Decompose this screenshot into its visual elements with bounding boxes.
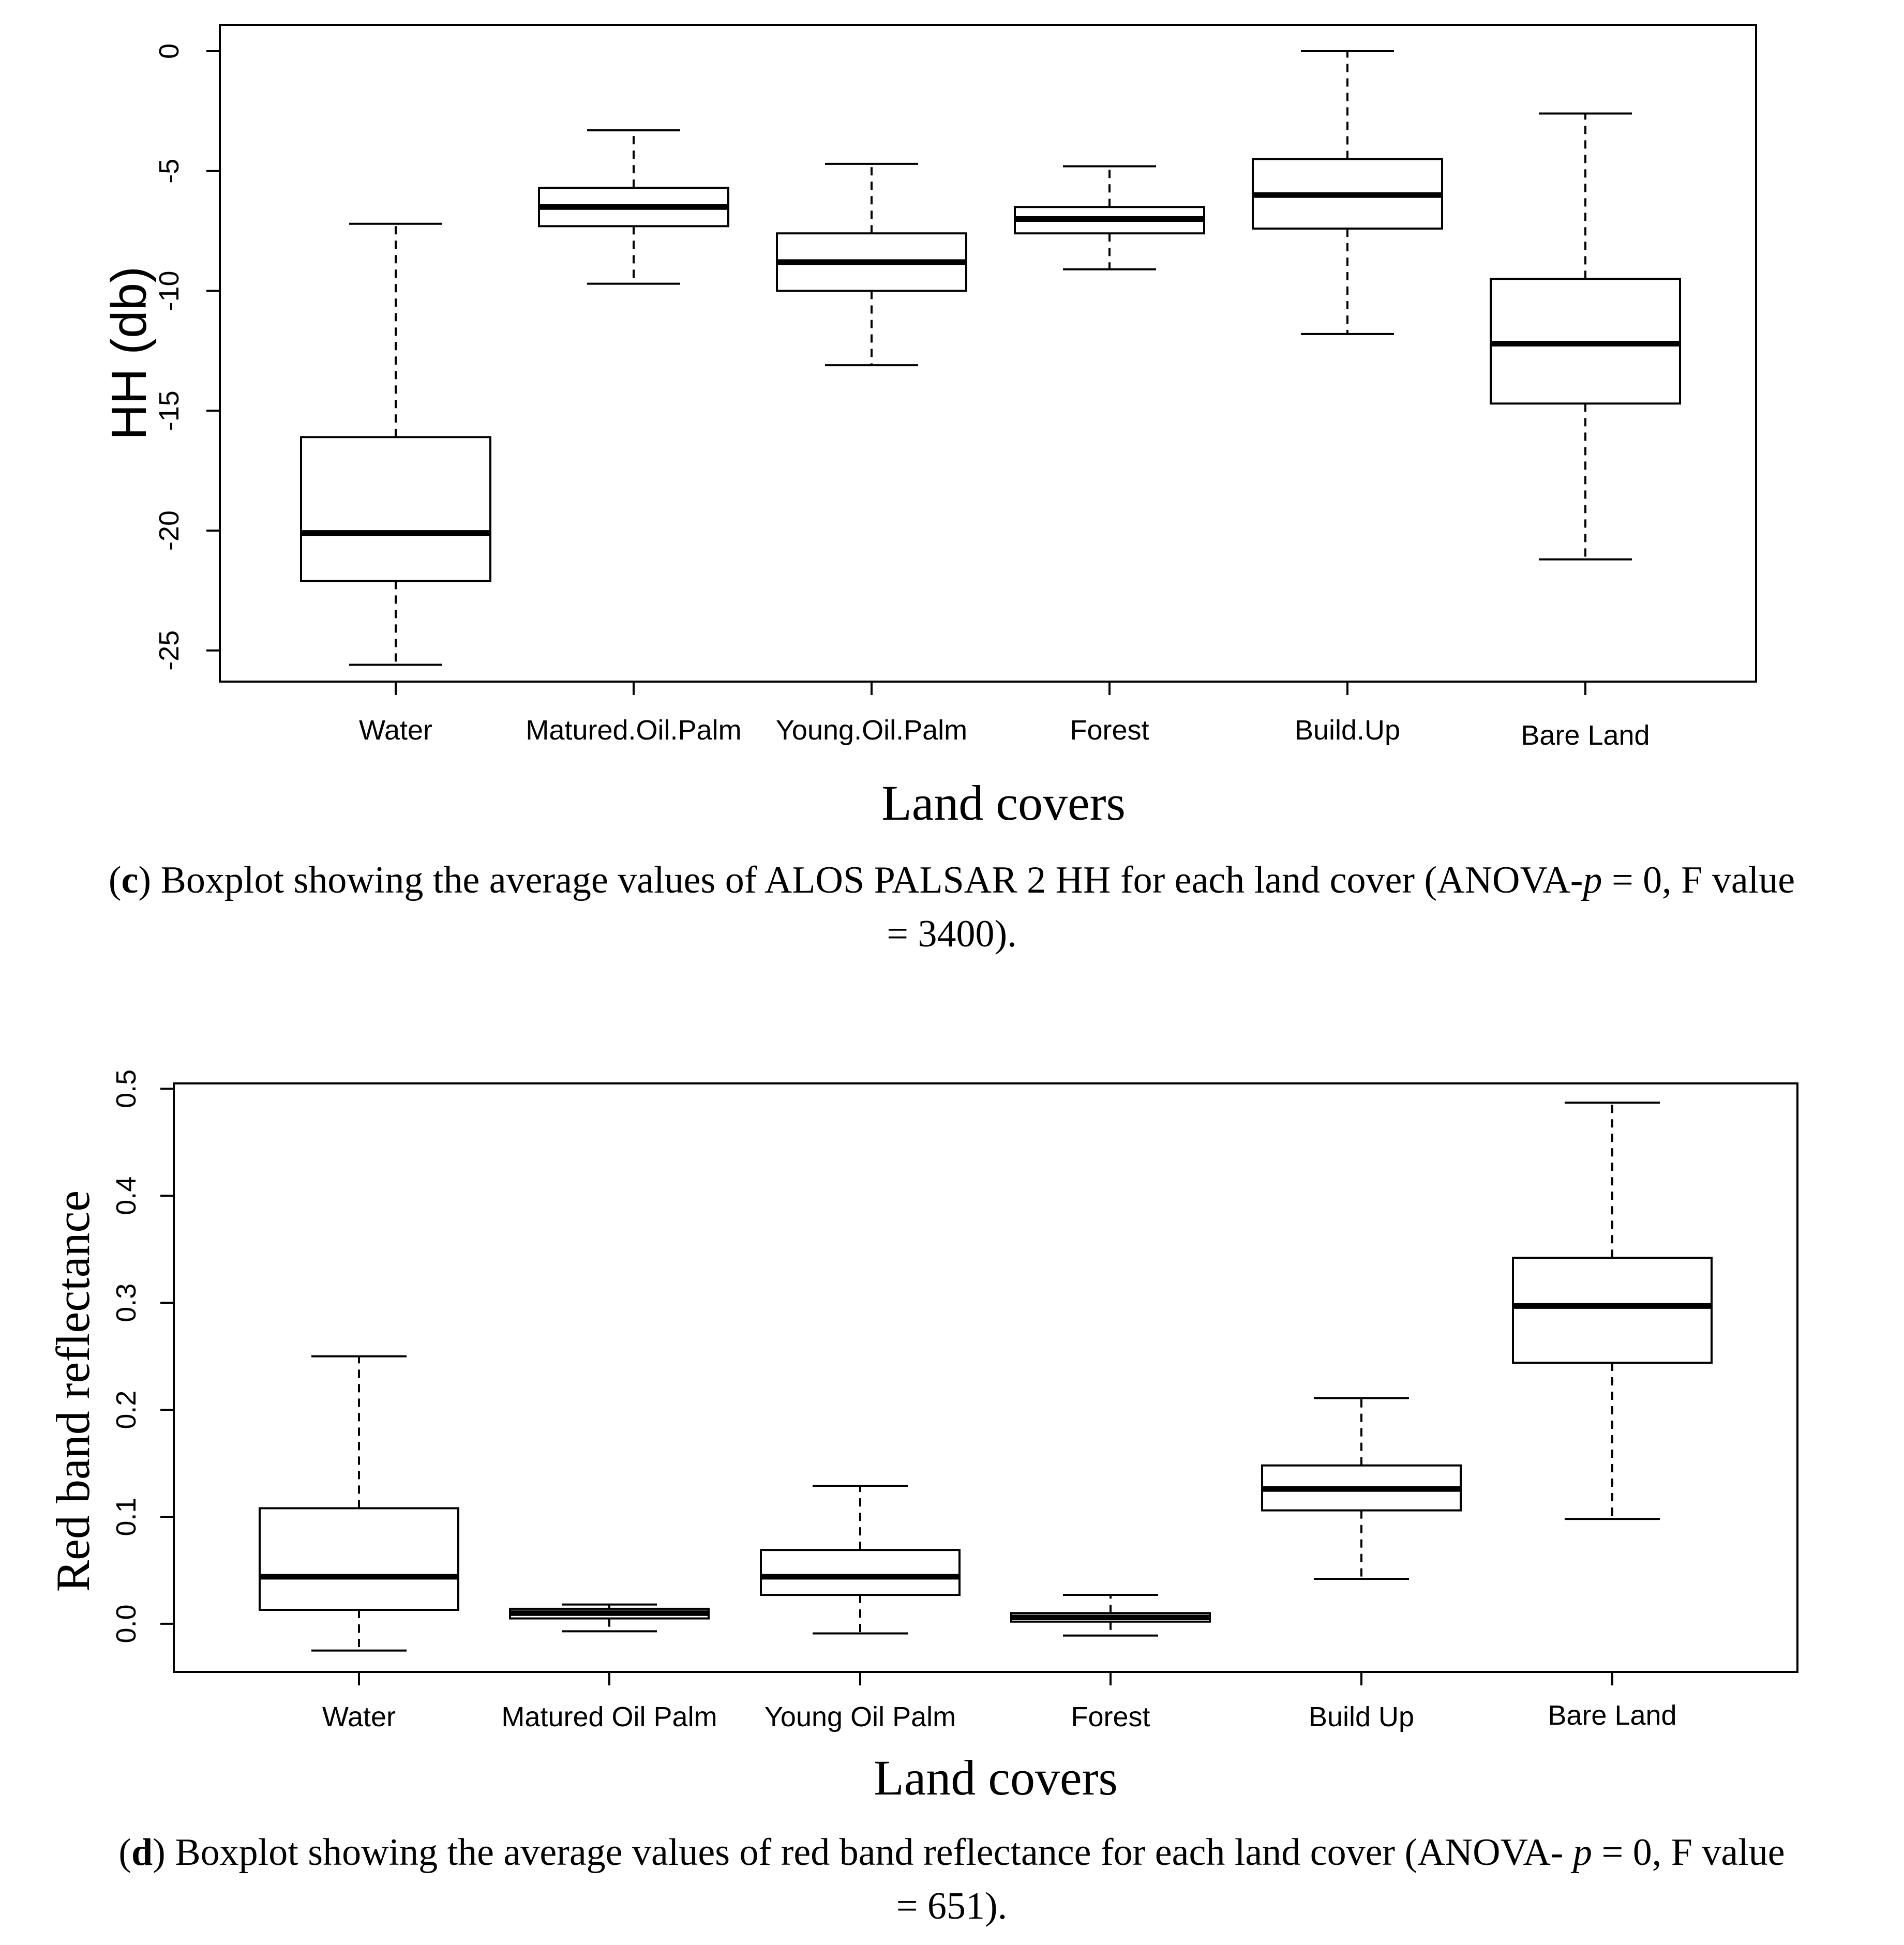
x-category-label: Matured.Oil.Palm bbox=[526, 715, 741, 746]
box-iqr bbox=[760, 1549, 961, 1596]
box-2 bbox=[760, 1484, 961, 1635]
y-tick-label: -20 bbox=[154, 510, 185, 551]
x-category-label: Water bbox=[359, 715, 432, 746]
x-category-label: Young Oil Palm bbox=[764, 1701, 956, 1732]
y-tick-label: 0.2 bbox=[111, 1391, 142, 1429]
y-tick-label: -15 bbox=[154, 390, 185, 431]
x-category-label: Young.Oil.Palm bbox=[776, 715, 967, 746]
x-category-label: Build.Up bbox=[1295, 715, 1400, 746]
box-4 bbox=[1252, 50, 1443, 335]
box-3 bbox=[1010, 1594, 1211, 1637]
boxplot-panel-c: 0 -5 -10 -15 -20 -25 HH (db) Water Matured.Oil.P… bbox=[101, 24, 1757, 831]
y-tick-label: 0 bbox=[154, 43, 185, 59]
x-category-label: Water bbox=[322, 1701, 396, 1732]
x-category-label: Matured Oil Palm bbox=[501, 1701, 717, 1732]
caption-d-text-2: = 0, F value bbox=[1592, 1831, 1785, 1874]
y-tick-label: 0.5 bbox=[111, 1069, 142, 1108]
boxplot-panel-d: 0.0 0.1 0.2 0.3 0.4 0.5 Red band reflectance Wa… bbox=[47, 1069, 1798, 1805]
caption-c-text: Boxplot showing the average values of AL… bbox=[160, 859, 1583, 901]
box-iqr bbox=[1512, 1257, 1713, 1364]
box-iqr bbox=[300, 436, 491, 582]
y-tick-label: 0.0 bbox=[111, 1604, 142, 1643]
box-5 bbox=[1512, 1102, 1713, 1520]
caption-c-letter: c bbox=[121, 859, 139, 901]
x-category-label: Build Up bbox=[1309, 1701, 1414, 1732]
y-axis-label: Red band reflectance bbox=[47, 1190, 99, 1592]
x-axis-label: Land covers bbox=[881, 775, 1126, 831]
x-category-label: Bare Land bbox=[1548, 1700, 1676, 1731]
box-2 bbox=[776, 162, 967, 367]
box-1 bbox=[509, 1603, 710, 1633]
box-3 bbox=[1014, 165, 1205, 270]
box-5 bbox=[1490, 112, 1681, 561]
caption-c: (c) Boxplot showing the average values o… bbox=[108, 859, 1795, 955]
caption-c-line2: = 3400). bbox=[887, 913, 1017, 955]
caption-d-letter: d bbox=[131, 1831, 153, 1874]
caption-d-text: Boxplot showing the average values of re… bbox=[175, 1831, 1573, 1874]
caption-c-text-2: = 0, F value bbox=[1602, 859, 1795, 901]
box-4 bbox=[1261, 1397, 1462, 1580]
y-tick-label: 0.4 bbox=[111, 1177, 142, 1215]
plot-frame bbox=[219, 24, 1757, 683]
y-axis-label: HH (db) bbox=[101, 266, 157, 440]
caption-d-p: p bbox=[1573, 1831, 1593, 1874]
box-1 bbox=[538, 129, 729, 285]
x-category-label: Bare Land bbox=[1521, 720, 1650, 751]
x-axis-label: Land covers bbox=[874, 1750, 1118, 1805]
box-iqr bbox=[259, 1507, 459, 1611]
y-tick-label: 0.3 bbox=[111, 1284, 142, 1322]
y-tick-label: -25 bbox=[154, 630, 185, 671]
x-category-label: Forest bbox=[1070, 715, 1149, 746]
caption-c-p: p bbox=[1583, 859, 1602, 901]
y-tick-label: 0.1 bbox=[111, 1497, 142, 1536]
caption-d: (d) Boxplot showing the average values o… bbox=[118, 1831, 1785, 1927]
caption-d-line2: = 651). bbox=[896, 1885, 1008, 1927]
box-0 bbox=[259, 1355, 459, 1652]
y-tick-label: -10 bbox=[154, 270, 185, 311]
y-tick-label: -5 bbox=[154, 159, 185, 184]
x-category-label: Forest bbox=[1071, 1701, 1150, 1732]
plot-frame bbox=[173, 1082, 1798, 1673]
box-0 bbox=[300, 222, 491, 666]
